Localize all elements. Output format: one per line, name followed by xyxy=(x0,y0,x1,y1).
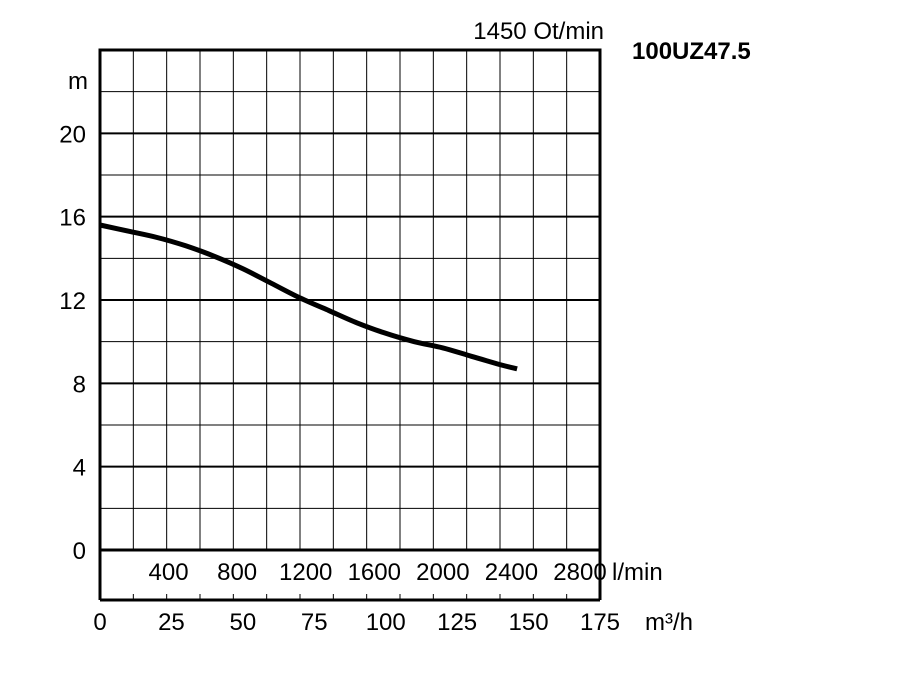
y-tick-label: 20 xyxy=(59,121,86,148)
y-tick-label: 16 xyxy=(59,205,86,232)
x-lmin-tick-label: 2800 xyxy=(553,559,606,586)
speed-label: 1450 Ot/min xyxy=(473,18,604,45)
x-lmin-tick-labels: 400 800 1200 1600 2000 2400 2800 xyxy=(149,559,607,586)
head-curve xyxy=(99,222,518,372)
y-tick-label: 12 xyxy=(59,288,86,315)
plot-frame xyxy=(98,48,602,552)
x-m3h-tick-label: 125 xyxy=(437,609,477,636)
x-lmin-tick-label: 1200 xyxy=(279,559,332,586)
x-lmin-tick-label: 2000 xyxy=(416,559,469,586)
y-tick-label: 0 xyxy=(73,538,86,565)
chart-axes xyxy=(98,48,602,602)
x-m3h-unit-label: m³/h xyxy=(645,609,693,636)
x-lmin-tick-label: 400 xyxy=(149,559,189,586)
y-tick-labels: 0 4 8 12 16 20 xyxy=(59,121,86,565)
x-m3h-tick-label: 75 xyxy=(301,609,328,636)
x-m3h-tick-label: 25 xyxy=(158,609,185,636)
x-lmin-tick-label: 2400 xyxy=(485,559,538,586)
y-tick-label: 8 xyxy=(73,371,86,398)
y-tick-label: 4 xyxy=(73,455,86,482)
chart-title: 100UZ47.5 xyxy=(632,38,751,65)
y-axis-label: m xyxy=(68,68,88,95)
x-m3h-tick-label: 150 xyxy=(509,609,549,636)
x-m3h-tick-label: 175 xyxy=(580,609,620,636)
x-m3h-tick-labels: 0 25 50 75 100 125 150 175 xyxy=(93,609,620,636)
x-m3h-tick-label: 0 xyxy=(93,609,106,636)
x-lmin-tick-label: 800 xyxy=(217,559,257,586)
x-lmin-unit-label: l/min xyxy=(612,559,663,586)
chart-grid xyxy=(100,50,600,550)
x-m3h-tick-label: 50 xyxy=(230,609,257,636)
x-lmin-tick-label: 1600 xyxy=(348,559,401,586)
x-m3h-tick-label: 100 xyxy=(366,609,406,636)
